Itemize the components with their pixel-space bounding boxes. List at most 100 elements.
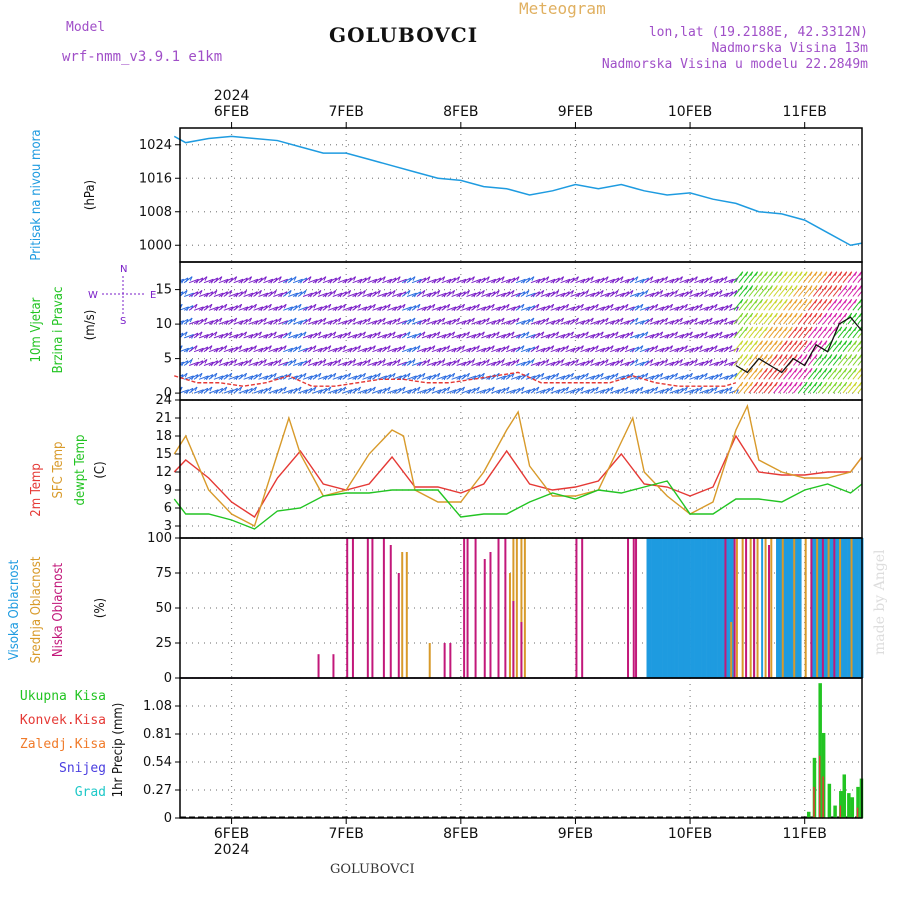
wind-barb (659, 375, 670, 380)
wind-barb (590, 386, 599, 394)
wind-barb-flag (804, 340, 808, 345)
wind-barb (451, 292, 462, 297)
wind-barb-flag (244, 331, 248, 337)
wind-barb (213, 334, 224, 339)
wind-barb (505, 318, 516, 325)
wind-barb (654, 318, 664, 325)
wind-barb-flag (635, 317, 639, 323)
low_cloud-bar (317, 654, 320, 678)
wind-barb (669, 318, 679, 325)
dewpt-label: dewpt Temp (73, 435, 88, 506)
wind-barb (322, 361, 333, 366)
wind-barb-flag (865, 368, 867, 372)
wind-barb-flag (819, 368, 823, 373)
wind-barb (461, 331, 470, 339)
wind-barb-flag (675, 290, 679, 295)
wind-barb-flag (566, 304, 570, 309)
wind-barb (367, 374, 377, 380)
wind-barb-flag (263, 317, 267, 323)
high_cloud-bar (789, 538, 793, 678)
wind-barb (545, 386, 555, 394)
high_cloud-bar (719, 538, 723, 678)
wind-barb (649, 291, 659, 297)
x-tick-label-top: 11FEB (783, 104, 827, 120)
wind-barb (659, 292, 670, 297)
wind-barb (659, 276, 668, 284)
wind-barb (510, 359, 520, 366)
wind-barb (307, 361, 318, 366)
wind-barb (699, 347, 709, 353)
wind-barb-flag (774, 340, 778, 345)
wind-barb (456, 303, 465, 311)
wind-barb (233, 374, 243, 380)
precip-total-bar (856, 786, 860, 818)
wind-barb-flag (740, 285, 744, 290)
wind-barb-flag (511, 373, 515, 378)
wind-barb (387, 347, 397, 353)
wind-barb (456, 374, 466, 380)
wind-barb (654, 331, 664, 339)
wind-barb-flag (576, 276, 579, 281)
wind-barb (362, 305, 372, 311)
wind-barb (476, 360, 486, 366)
wind-barb-flag (740, 312, 744, 318)
wind-barb (708, 345, 718, 353)
wind-barb (495, 305, 506, 311)
wind-barb (500, 386, 510, 394)
wind-barb-flag (699, 345, 703, 350)
wind-barb-flag (784, 381, 788, 387)
wind-barb-flag (348, 290, 352, 295)
wind-barb-flag (779, 312, 783, 318)
wind-barb (689, 292, 699, 297)
y-tick-label: 100 (147, 531, 172, 546)
wind-barb (669, 290, 678, 297)
wind-barb (530, 361, 541, 366)
wind-speed-line (174, 371, 737, 387)
wind-barb-flag (372, 304, 376, 309)
wind-barb (565, 372, 574, 380)
wind-barb (664, 303, 673, 311)
wind-barb-flag (655, 386, 659, 392)
wind-barb (421, 292, 432, 297)
wind-barb (441, 332, 451, 339)
wind-barb-flag (605, 359, 609, 364)
wind-barb (565, 360, 575, 366)
wind-barb (466, 334, 477, 339)
cloud-unit: (%) (93, 598, 108, 618)
wind-barb-flag (219, 359, 223, 364)
wind-barb (208, 372, 218, 380)
wind-barb (689, 375, 699, 380)
wind-barb-flag (239, 386, 243, 392)
wind-barb (188, 361, 199, 366)
wind-barb (481, 346, 491, 353)
wind-barb-flag (814, 271, 818, 276)
wind-barb (362, 276, 371, 284)
wind-barb-flag (865, 286, 867, 290)
wind-barb-flag (859, 285, 862, 290)
wind-barb (585, 359, 594, 366)
wind-barb (863, 313, 872, 324)
low_cloud-bar (504, 538, 507, 678)
wind-barb-flag (308, 276, 312, 281)
wind-barb-flag (224, 345, 228, 350)
wind-barb-flag (259, 331, 262, 337)
panel-frame (179, 127, 863, 263)
wind-barb-flag (650, 317, 654, 323)
wind-barb (649, 278, 660, 284)
wind-barb-flag (665, 317, 669, 323)
wind-barb (337, 361, 348, 366)
wind-barb (377, 346, 387, 353)
wind-barb-flag (546, 276, 550, 281)
wind-barb (357, 277, 367, 284)
wind-barb-flag (804, 326, 808, 332)
wind-barb (292, 361, 303, 366)
wind-barb (411, 386, 421, 394)
wind-barb-flag (760, 381, 763, 387)
wind-barb-flag (839, 312, 843, 318)
wind-barb (193, 360, 204, 366)
wind-barb (233, 332, 243, 339)
low_cloud-bar (397, 573, 400, 678)
wind-barb (337, 291, 347, 297)
sfc-line (173, 403, 863, 528)
wind-barb (436, 346, 446, 353)
